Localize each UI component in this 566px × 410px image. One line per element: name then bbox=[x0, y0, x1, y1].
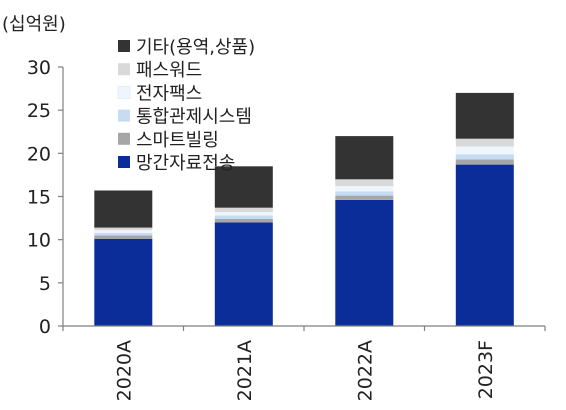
bar-segment-2020A-1 bbox=[94, 238, 153, 326]
bar-segment-2020A-5 bbox=[94, 227, 153, 231]
legend-label: 기타(용역,상품) bbox=[136, 37, 255, 58]
legend-item: 망간자료전송 bbox=[118, 153, 235, 174]
legend-item: 기타(용역,상품) bbox=[118, 37, 255, 58]
x-tick-label-2021A: 2021A bbox=[234, 340, 256, 401]
y-tick-label: 20 bbox=[27, 143, 51, 165]
axes-group bbox=[58, 66, 546, 331]
bar-segment-2023F-5 bbox=[455, 138, 514, 147]
unit-label: (십억원) bbox=[2, 14, 66, 35]
bar-segment-2020A-4 bbox=[94, 230, 153, 233]
legend-swatch bbox=[118, 63, 130, 76]
legend-swatch bbox=[118, 132, 130, 145]
bar-segment-2023F-4 bbox=[455, 146, 514, 155]
bar-segment-2020A-3 bbox=[94, 232, 153, 236]
bar-segment-2022A-1 bbox=[335, 200, 394, 326]
bar-segment-2020A-6 bbox=[94, 190, 153, 228]
bar-segment-2023F-2 bbox=[455, 159, 514, 165]
legend-label: 전자팩스 bbox=[136, 83, 202, 104]
bar-segment-2021A-4 bbox=[214, 212, 273, 216]
legend-item: 패스워드 bbox=[118, 60, 202, 81]
legend-item: 스마트빌링 bbox=[118, 130, 219, 151]
legend-label: 패스워드 bbox=[136, 60, 202, 81]
bar-segment-2021A-2 bbox=[214, 218, 273, 223]
bar-segment-2021A-1 bbox=[214, 222, 273, 326]
ticks-group: 0 5 10 15 20 25 30 2020A 2021A 2022A 2023F bbox=[27, 57, 497, 401]
legend-item: 전자팩스 bbox=[117, 83, 202, 104]
y-tick-label: 10 bbox=[27, 230, 51, 252]
y-tick-label: 0 bbox=[39, 316, 51, 338]
legend-item: 통합관제시스템 bbox=[118, 107, 252, 128]
legend-swatch bbox=[118, 40, 130, 52]
y-tick-label: 5 bbox=[39, 273, 51, 295]
bar-segment-2021A-3 bbox=[214, 215, 273, 219]
bar-segment-2022A-2 bbox=[335, 195, 394, 200]
x-tick-label-2022A: 2022A bbox=[354, 340, 376, 401]
legend-label: 스마트빌링 bbox=[136, 130, 219, 151]
bar-segment-2023F-1 bbox=[455, 164, 514, 326]
y-tick-label: 25 bbox=[27, 100, 51, 122]
bar-segment-2023F-3 bbox=[455, 154, 514, 160]
x-tick-label-2020A: 2020A bbox=[113, 340, 135, 401]
bar-segment-2021A-5 bbox=[214, 207, 273, 212]
bars-group bbox=[94, 92, 514, 326]
bar-segment-2020A-2 bbox=[94, 235, 153, 239]
bar-segment-2022A-3 bbox=[335, 191, 394, 196]
x-tick-label-2023F: 2023F bbox=[475, 340, 497, 399]
legend-label: 통합관제시스템 bbox=[136, 107, 252, 128]
bar-segment-2022A-6 bbox=[335, 136, 394, 180]
bar-segment-2021A-6 bbox=[214, 166, 273, 208]
bar-segment-2023F-6 bbox=[455, 92, 514, 139]
bar-segment-2022A-5 bbox=[335, 179, 394, 187]
y-tick-label: 15 bbox=[27, 187, 51, 209]
y-tick-label: 30 bbox=[27, 57, 51, 79]
legend-swatch bbox=[117, 85, 131, 99]
legend-swatch bbox=[118, 109, 130, 122]
legend-swatch bbox=[118, 156, 130, 168]
bar-segment-2022A-4 bbox=[335, 186, 394, 192]
legend-label: 망간자료전송 bbox=[136, 153, 235, 174]
